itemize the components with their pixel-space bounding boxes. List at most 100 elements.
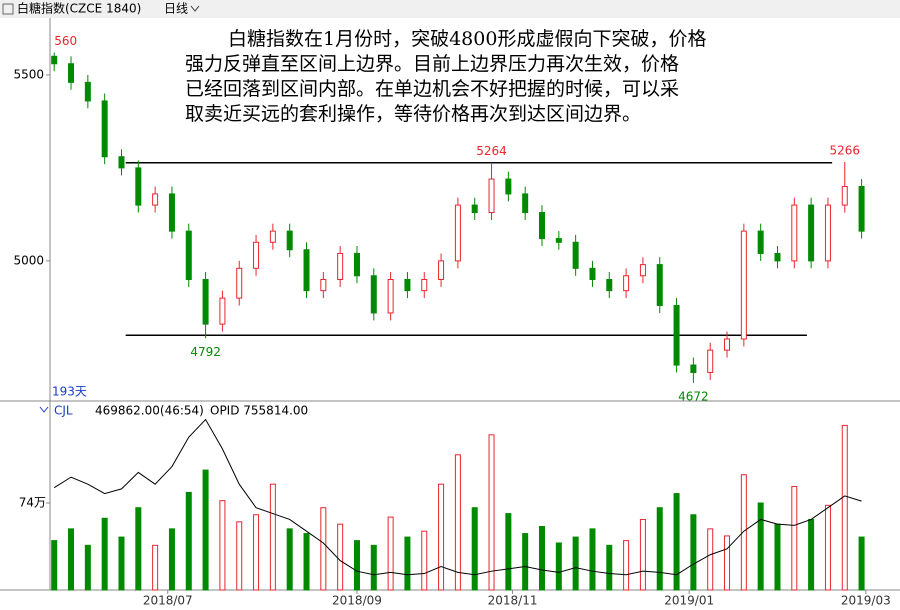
candle-body	[505, 178, 512, 195]
volume-bar	[858, 536, 865, 591]
candle-body	[774, 252, 781, 262]
volume-bar	[337, 523, 344, 591]
y-tick-label: 5000	[13, 253, 44, 267]
cjl-value: 469862.00(46:54)	[95, 404, 204, 418]
volume-bar	[505, 513, 512, 591]
candle-body	[118, 156, 125, 169]
candle-body	[555, 238, 562, 243]
candle-body	[51, 55, 58, 65]
volume-bar	[454, 454, 461, 591]
candle-body	[101, 100, 108, 158]
x-tick-label: 2018/11	[488, 594, 538, 608]
candle-body	[202, 278, 209, 325]
volume-bar	[488, 434, 495, 591]
volume-bar	[84, 544, 91, 591]
volume-bar	[303, 533, 310, 591]
candle-body	[421, 278, 428, 292]
volume-bar	[606, 544, 613, 591]
candle-body	[539, 212, 545, 240]
candle-body	[858, 185, 865, 232]
volume-bar	[202, 469, 209, 591]
candle-body	[808, 204, 815, 262]
candle-body	[589, 267, 596, 280]
volume-bar	[219, 500, 226, 591]
note-text: 白糖指数在1月份时，突破4800形成虚假向下突破，价格	[228, 28, 706, 50]
volume-bar	[118, 536, 125, 591]
volume-bar	[269, 483, 276, 591]
volume-bar	[404, 536, 411, 591]
annotation-label: 5264	[476, 144, 507, 158]
volume-bar	[589, 528, 596, 591]
annotation-label: 4672	[678, 389, 709, 403]
candle-body	[370, 275, 377, 314]
checkbox-icon[interactable]	[2, 3, 14, 15]
volume-bar	[168, 528, 175, 591]
candle-body	[152, 193, 159, 206]
indicator-name: CJL	[54, 404, 73, 418]
opid-value: OPID 755814.00	[210, 404, 308, 418]
candle-body	[303, 249, 310, 292]
volume-bar	[656, 507, 663, 591]
candle-body	[438, 260, 445, 280]
volume-bar	[740, 474, 747, 591]
day-count: 193天	[52, 385, 87, 399]
candle-body	[488, 178, 495, 214]
candle-body	[724, 338, 731, 351]
volume-bar	[387, 516, 394, 591]
candle-body	[253, 241, 260, 269]
volume-bar	[320, 507, 327, 591]
candle-body	[757, 230, 764, 254]
volume-bar	[690, 514, 697, 591]
volume-bar	[185, 491, 192, 591]
candle-body	[623, 275, 630, 292]
x-tick-label: 2019/03	[841, 594, 891, 608]
candle-body	[353, 252, 360, 277]
candle-body	[740, 230, 747, 340]
candle-body	[135, 167, 142, 206]
candle-body	[673, 305, 680, 366]
candle-body	[219, 297, 226, 325]
period-select[interactable]: 日线	[164, 2, 188, 16]
volume-bar	[539, 526, 545, 591]
volume-bar	[353, 540, 360, 591]
header-title: 白糖指数(CZCE 1840)	[17, 1, 141, 16]
x-tick-label: 2018/07	[143, 594, 193, 608]
candle-body	[841, 185, 848, 206]
volume-bar	[707, 528, 714, 591]
candle-body	[269, 230, 276, 243]
candle-body	[471, 204, 478, 214]
volume-bar	[841, 424, 848, 591]
volume-bar	[555, 542, 562, 591]
volume-bar	[673, 493, 680, 591]
volume-bar	[824, 504, 831, 591]
annotation-label: 560	[54, 34, 77, 48]
candle-body	[707, 349, 714, 373]
volume-bar	[471, 507, 478, 591]
volume-bar	[68, 528, 75, 591]
candle-body	[572, 241, 579, 269]
candle-body	[454, 204, 461, 262]
volume-bar	[135, 507, 142, 591]
candle-body	[791, 204, 798, 262]
candle-body	[824, 204, 831, 262]
candle-body	[639, 264, 646, 277]
volume-bar	[774, 523, 781, 591]
candle-body	[606, 278, 613, 292]
y-tick-label: 74万	[19, 495, 46, 509]
volume-bar	[808, 518, 815, 591]
volume-bar	[236, 521, 243, 591]
note-text: 取卖近买远的套利操作，等待价格再次到达区间边界。	[185, 103, 641, 125]
volume-bar	[421, 530, 428, 591]
volume-bar	[639, 518, 646, 591]
candle-body	[690, 364, 697, 373]
candle-body	[236, 267, 243, 299]
chevron	[39, 406, 49, 413]
volume-bar	[438, 483, 445, 591]
volume-bar	[522, 533, 529, 591]
chevron	[190, 5, 200, 12]
y-tick-label: 5500	[13, 67, 44, 81]
candle-body	[387, 278, 394, 314]
annotation-label: 5266	[829, 143, 860, 157]
x-tick-label: 2019/01	[664, 594, 714, 608]
volume-bar	[757, 502, 764, 591]
